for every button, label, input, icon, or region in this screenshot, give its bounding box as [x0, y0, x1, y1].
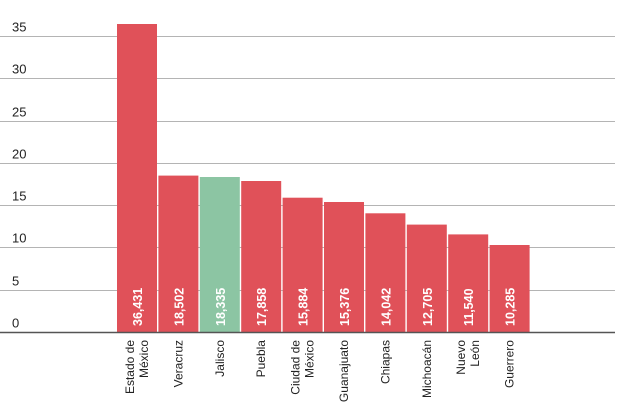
bar	[406, 224, 447, 332]
x-category-label: Guerrero	[503, 340, 517, 388]
y-tick-label: 10	[12, 231, 26, 246]
x-category-label: Veracruz	[171, 340, 185, 387]
y-tick-label: 30	[12, 62, 26, 77]
bar-value-label: 36,431	[131, 288, 145, 326]
bar	[117, 24, 157, 332]
y-axis-tick-labels: 0 5 10 15 20 25 30 35	[12, 20, 26, 331]
bar-value-labels: 36,431 18,502 18,335 17,858 15,884 15,376 14,0…	[131, 288, 518, 326]
x-category-label: Michoacán	[420, 340, 434, 398]
bar-value-label: 15,884	[297, 288, 311, 326]
bar	[158, 175, 199, 332]
bar	[489, 245, 530, 332]
x-category-label: México	[137, 340, 151, 378]
x-category-label: Estado de	[123, 340, 137, 394]
x-category-label: Chiapas	[378, 340, 392, 384]
x-category-label: Ciudad de	[289, 340, 303, 395]
bar-value-label: 18,502	[172, 288, 186, 326]
bar-value-label: 10,285	[504, 288, 518, 326]
bar-value-label: 15,376	[338, 288, 352, 326]
y-tick-label: 15	[12, 189, 26, 204]
bar-value-label: 14,042	[379, 288, 393, 326]
bar-value-label: 18,335	[214, 288, 228, 326]
bar	[282, 197, 323, 332]
y-tick-label: 35	[12, 20, 26, 35]
bar	[324, 202, 364, 332]
y-tick-label: 20	[12, 147, 26, 162]
x-category-label: Nuevo	[454, 340, 468, 375]
bar	[241, 181, 282, 332]
y-tick-label: 5	[12, 274, 19, 289]
bar-value-label: 17,858	[255, 288, 269, 326]
x-axis-category-labels: Estado de México Veracruz Jalisco Puebla Ciud…	[123, 340, 517, 402]
bar	[199, 177, 240, 332]
x-category-label: Puebla	[254, 340, 268, 378]
bar	[448, 234, 489, 332]
y-tick-label: 25	[12, 105, 26, 120]
y-tick-label: 0	[12, 316, 19, 331]
bar	[365, 213, 406, 332]
x-category-label: Jalisco	[213, 340, 227, 377]
bar-value-label: 11,540	[462, 288, 476, 326]
x-category-label: México	[303, 340, 317, 378]
bar-value-label: 12,705	[421, 288, 435, 326]
x-category-label: Guanajuato	[337, 340, 351, 402]
bars	[117, 24, 530, 332]
x-category-label: León	[468, 340, 482, 367]
